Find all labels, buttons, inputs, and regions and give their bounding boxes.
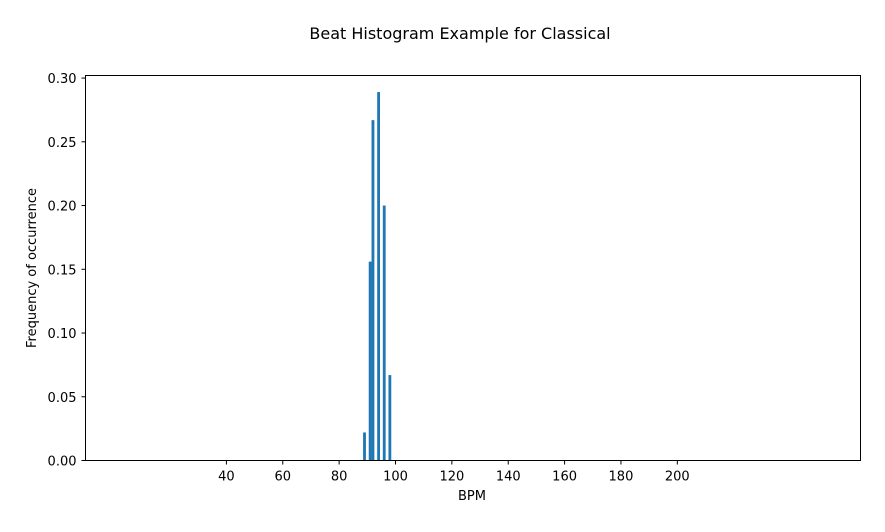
y-tick-label: 0.25	[48, 136, 77, 151]
x-tick-label: 40	[218, 470, 235, 485]
y-tick-label: 0.05	[48, 391, 77, 406]
bar-bpm-91	[368, 261, 372, 461]
x-tick-label: 60	[274, 470, 291, 485]
y-tick-label: 0.30	[48, 72, 77, 87]
y-tick-label: 0.15	[48, 263, 77, 278]
x-axis-ticks: 40 60 80 100 120 140 160 180 200	[218, 460, 690, 485]
x-tick-label: 160	[552, 470, 577, 485]
x-tick-label: 100	[383, 470, 408, 485]
x-tick-label: 180	[609, 470, 634, 485]
y-tick-label: 0.10	[48, 327, 77, 342]
bar-bpm-96	[382, 205, 386, 461]
bar-bpm-92	[371, 120, 375, 461]
chart-title: Beat Histogram Example for Classical	[309, 24, 610, 43]
x-axis-label: BPM	[458, 489, 486, 504]
y-axis-ticks: 0.00 0.05 0.10 0.15 0.20 0.25 0.30	[48, 72, 86, 470]
x-tick-label: 120	[439, 470, 464, 485]
y-tick-label: 0.20	[48, 200, 77, 215]
x-tick-label: 80	[331, 470, 348, 485]
x-tick-label: 200	[665, 470, 690, 485]
bar-bpm-89	[363, 432, 366, 461]
x-tick-label: 140	[496, 470, 521, 485]
plot-frame	[85, 75, 861, 461]
bar-bpm-98	[388, 375, 392, 461]
y-tick-label: 0.00	[48, 455, 77, 470]
y-axis-label: Frequency of occurrence	[25, 188, 40, 348]
bars	[363, 92, 392, 461]
bar-bpm-94	[377, 92, 380, 461]
